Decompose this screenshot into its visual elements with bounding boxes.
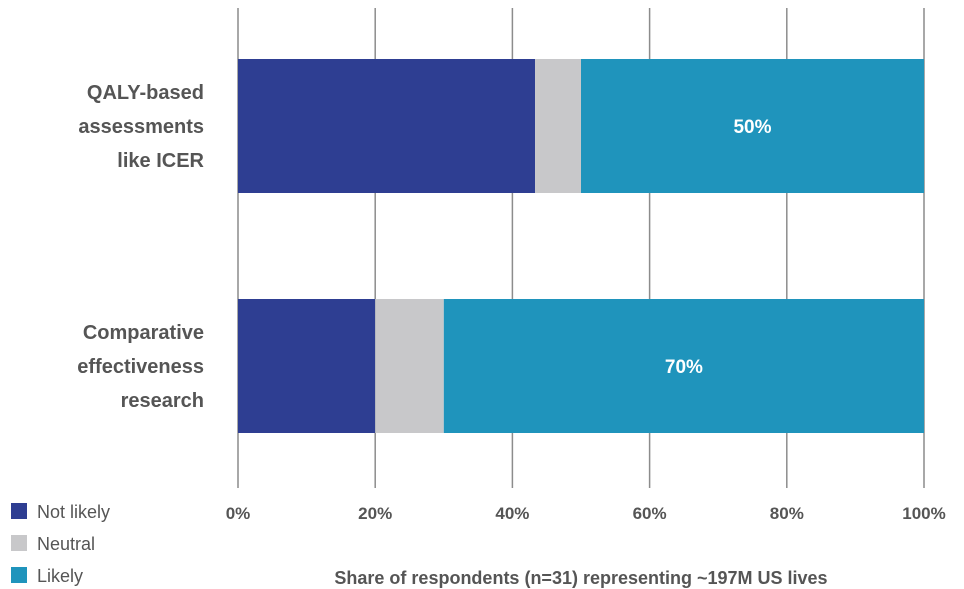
legend-label-not-likely: Not likely (37, 502, 110, 522)
labels: 0% 20% 40% 60% 80% 100% 50% 70% QALY-based assess… (77, 82, 945, 523)
legend: Not likely Neutral Likely (11, 502, 110, 586)
bar-not-likely-0 (238, 59, 536, 193)
category-label-1: Comparative (83, 322, 204, 344)
data-label-0: 50% (733, 117, 771, 138)
bars (238, 59, 924, 433)
category-label-1: effectiveness (77, 356, 204, 378)
bar-likely-0 (581, 59, 924, 193)
category-label-0: QALY-based (87, 82, 204, 104)
legend-swatch-not-likely (11, 503, 27, 519)
x-axis-title: Share of respondents (n=31) representing… (334, 568, 827, 588)
x-tick-label-40: 40% (495, 504, 529, 523)
category-label-1: research (121, 390, 204, 412)
legend-label-neutral: Neutral (37, 534, 95, 554)
category-label-0: like ICER (117, 150, 204, 172)
x-tick-label-80: 80% (770, 504, 804, 523)
x-tick-label-0: 0% (226, 504, 251, 523)
bar-neutral-0 (535, 59, 581, 193)
data-label-1: 70% (665, 357, 703, 378)
category-label-0: assessments (78, 116, 204, 138)
bar-likely-1 (443, 299, 924, 433)
legend-label-likely: Likely (37, 566, 83, 586)
legend-swatch-likely (11, 567, 27, 583)
x-tick-label-60: 60% (633, 504, 667, 523)
x-tick-label-20: 20% (358, 504, 392, 523)
bar-neutral-1 (375, 299, 444, 433)
x-tick-label-100: 100% (902, 504, 945, 523)
legend-swatch-neutral (11, 535, 27, 551)
bar-not-likely-1 (238, 299, 376, 433)
